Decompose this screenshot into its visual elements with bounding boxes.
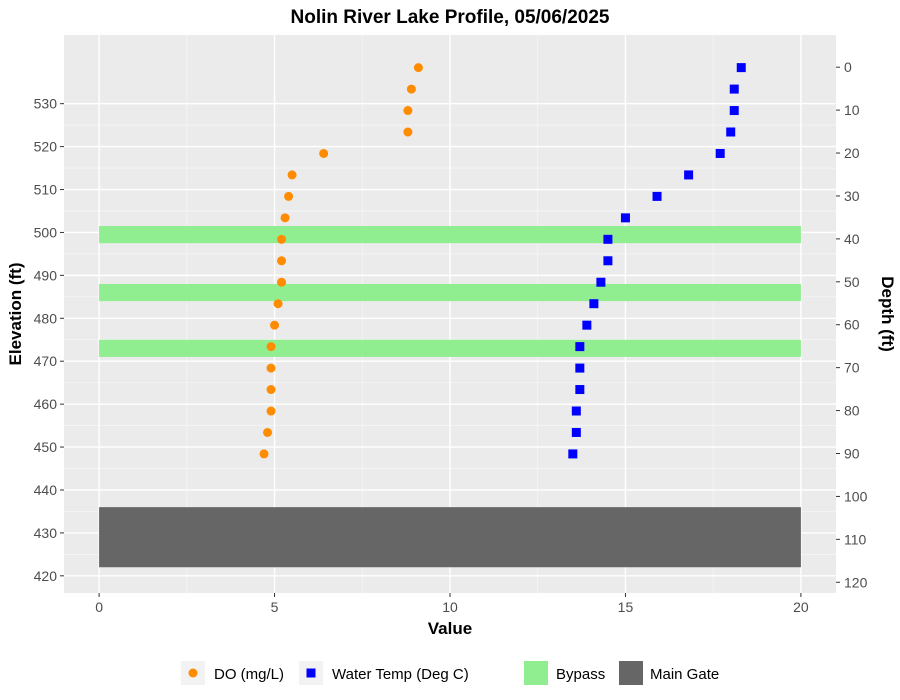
y2-tick-label: 90 (844, 446, 860, 462)
legend-label-do: DO (mg/L) (214, 666, 284, 683)
y2-tick-label: 110 (844, 531, 867, 547)
bypass-band (99, 283, 801, 302)
x-axis-title: Value (428, 619, 472, 638)
bypass-band (99, 226, 801, 244)
do-point (319, 148, 329, 158)
y2-tick-label: 120 (844, 574, 868, 590)
temp-point (684, 170, 694, 180)
temp-point (596, 277, 606, 287)
y-tick-label: 460 (34, 396, 58, 412)
bypass-band (99, 339, 801, 357)
y2-tick-label: 50 (844, 274, 860, 290)
y-tick-label: 470 (34, 353, 58, 369)
do-point (413, 63, 423, 73)
temp-point (575, 385, 585, 395)
do-point (403, 106, 413, 116)
legend-label-bypass: Bypass (556, 666, 605, 683)
temp-point (603, 234, 613, 244)
temp-point (568, 449, 578, 459)
temp-point (715, 148, 725, 158)
y-tick-label: 450 (34, 439, 58, 455)
legend: DO (mg/L) Water Temp (Deg C) Bypass Main… (181, 661, 719, 685)
temp-point (736, 63, 746, 73)
x-tick-label: 15 (618, 599, 634, 615)
blue-square-icon (306, 668, 316, 678)
y-tick-label: 420 (34, 568, 58, 584)
do-point (266, 406, 276, 416)
do-point (266, 385, 276, 395)
x-tick-label: 0 (95, 599, 103, 615)
temp-point (571, 406, 581, 416)
chart-title: Nolin River Lake Profile, 05/06/2025 (291, 7, 610, 28)
temp-point (571, 427, 581, 437)
y-tick-label: 500 (34, 224, 58, 240)
y2-axis-title: Depth (ft) (878, 276, 897, 352)
temp-point (582, 320, 592, 330)
legend-label-main-gate: Main Gate (650, 666, 719, 683)
do-point (263, 427, 273, 437)
do-point (266, 363, 276, 373)
do-point (284, 191, 294, 201)
y2-tick-label: 10 (844, 102, 860, 118)
do-point (259, 449, 269, 459)
temp-point (652, 191, 662, 201)
temp-point (729, 106, 739, 116)
do-point (277, 277, 287, 287)
do-point (273, 299, 283, 309)
temp-point (729, 84, 739, 94)
do-point (287, 170, 297, 180)
temp-point (603, 256, 613, 266)
y2-tick-label: 70 (844, 360, 860, 376)
y2-tick-label: 60 (844, 317, 860, 333)
y-axis-title: Elevation (ft) (6, 263, 25, 366)
x-tick-label: 10 (442, 599, 458, 615)
legend-label-water-temp: Water Temp (Deg C) (332, 666, 469, 683)
y-tick-label: 530 (34, 96, 58, 112)
temp-point (575, 342, 585, 352)
do-point (406, 84, 416, 94)
do-point (266, 342, 276, 352)
do-point (270, 320, 280, 330)
y2-tick-label: 40 (844, 231, 860, 247)
do-point (277, 256, 287, 266)
y2-tick-label: 100 (844, 488, 868, 504)
y2-tick-label: 80 (844, 403, 860, 419)
temp-point (726, 127, 736, 137)
y2-tick-label: 0 (844, 59, 852, 75)
do-point (280, 213, 290, 223)
temp-point (575, 363, 585, 373)
y-tick-label: 430 (34, 525, 58, 541)
y-tick-label: 490 (34, 267, 58, 283)
temp-point (620, 213, 630, 223)
y2-tick-label: 20 (844, 145, 860, 161)
x-tick-label: 20 (793, 599, 809, 615)
main-gate-band (99, 507, 801, 568)
do-point (277, 234, 287, 244)
point-layer (259, 63, 746, 459)
y-tick-label: 480 (34, 310, 58, 326)
x-tick-label: 5 (271, 599, 279, 615)
axis-ticks: 0 5 10 15 2042043044045046047048049050051052… (34, 59, 868, 615)
y-tick-label: 510 (34, 182, 58, 198)
y2-tick-label: 30 (844, 188, 860, 204)
gray-rect-icon (619, 661, 643, 685)
temp-point (589, 299, 599, 309)
do-point (403, 127, 413, 137)
green-rect-icon (524, 661, 548, 685)
orange-circle-icon (188, 668, 198, 678)
y-tick-label: 440 (34, 482, 58, 498)
y-tick-label: 520 (34, 139, 58, 155)
